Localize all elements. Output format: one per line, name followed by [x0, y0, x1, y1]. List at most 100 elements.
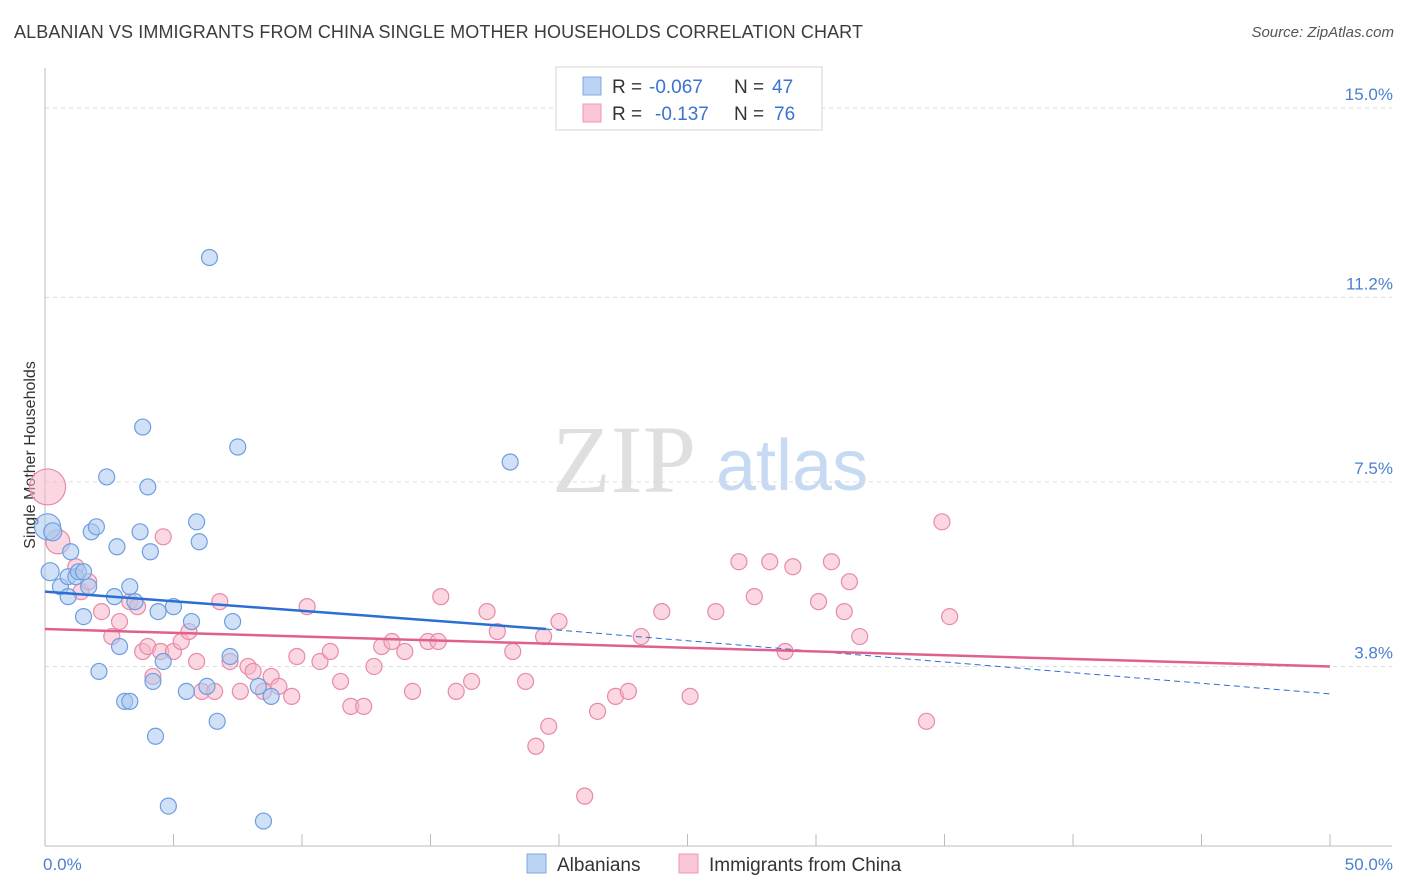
y-tick-label: 3.8%: [1354, 643, 1393, 662]
x-tick-label-max: 50.0%: [1345, 855, 1393, 874]
china-trend-line: [44, 627, 1331, 668]
china-point: [516, 672, 535, 691]
china-point: [188, 652, 206, 671]
china-point: [110, 612, 129, 631]
albanian-point: [139, 478, 157, 496]
china-point: [447, 682, 465, 700]
china-point: [478, 603, 496, 621]
china-point: [355, 697, 373, 715]
albanian-point: [121, 692, 139, 710]
series-china-points: [28, 468, 959, 805]
albanian-point: [134, 418, 152, 436]
china-point: [231, 682, 249, 700]
china-point: [283, 687, 301, 705]
albanian-point: [159, 797, 177, 815]
china-point: [383, 632, 401, 651]
china-point: [550, 612, 568, 631]
albanian-point: [43, 522, 63, 542]
albanian-point: [62, 543, 80, 561]
albanian-point: [190, 533, 208, 551]
albanian-point: [144, 672, 162, 691]
albanian-point: [146, 727, 165, 745]
china-point: [941, 607, 959, 626]
correlation-legend: R = -0.067 N = 47 R = -0.137 N = 76: [555, 66, 823, 131]
china-point: [540, 717, 558, 735]
china-point: [784, 558, 802, 576]
china-point: [527, 737, 545, 755]
albanian-point: [200, 248, 219, 267]
china-point: [588, 702, 607, 720]
legend-albanians-swatch: [526, 853, 547, 874]
albanian-point: [154, 652, 172, 671]
legend-r-value-2: -0.137: [655, 104, 709, 125]
legend-n-label-2: N =: [734, 104, 764, 125]
albanian-point: [98, 468, 116, 486]
albanian-point: [40, 562, 60, 582]
legend-china-swatch: [678, 853, 699, 874]
albanian-trend-line: [44, 590, 547, 631]
china-point: [463, 672, 481, 691]
china-point: [840, 573, 859, 591]
chart-title: ALBANIAN VS IMMIGRANTS FROM CHINA SINGLE…: [14, 22, 864, 42]
china-point: [331, 672, 350, 691]
albanian-point: [80, 578, 98, 596]
china-point: [835, 603, 853, 621]
albanian-point: [224, 612, 242, 631]
china-point: [681, 687, 699, 705]
albanian-point: [208, 712, 226, 730]
china-point: [211, 593, 229, 611]
albanian-point: [149, 603, 167, 621]
albanian-point: [121, 578, 139, 596]
albanian-point: [131, 523, 149, 541]
legend-china-label: Immigrants from China: [709, 855, 902, 876]
albanian-point: [108, 538, 126, 556]
albanian-point: [249, 677, 267, 696]
china-point: [311, 652, 329, 671]
axes: [44, 68, 1392, 847]
watermark-zip: ZIP: [552, 406, 696, 513]
y-tick-labels: 3.8% 7.5% 11.2% 15.0%: [1345, 85, 1393, 663]
albanian-point: [74, 563, 93, 581]
albanian-point: [188, 513, 206, 531]
x-tick-label-min: 0.0%: [43, 855, 82, 874]
y-tick-label: 11.2%: [1346, 274, 1393, 293]
china-point: [576, 787, 594, 805]
legend-n-label-1: N =: [734, 77, 764, 98]
albanian-point: [74, 607, 93, 626]
y-tick-label: 7.5%: [1354, 459, 1393, 478]
china-point: [534, 627, 553, 646]
china-point: [730, 553, 748, 571]
legend-albanians-label: Albanians: [557, 855, 640, 876]
china-point: [653, 603, 671, 621]
legend-n-value-1: 47: [772, 77, 793, 98]
y-tick-label: 15.0%: [1345, 85, 1393, 104]
china-point: [504, 642, 522, 661]
albanian-point: [126, 593, 144, 611]
watermark-atlas: atlas: [716, 426, 868, 506]
x-ticks: [173, 834, 1331, 846]
albanian-trend-extension: [546, 628, 1331, 695]
china-point: [403, 682, 422, 700]
albanian-point: [141, 543, 159, 561]
china-point: [432, 588, 450, 606]
albanian-point: [229, 438, 247, 456]
albanian-point: [177, 682, 195, 700]
albanian-point: [90, 662, 108, 681]
china-point: [619, 682, 637, 700]
albanian-point: [198, 677, 216, 696]
albanian-point: [501, 453, 519, 471]
y-axis-label: Single Mother Households: [22, 361, 39, 549]
china-point: [288, 647, 306, 666]
china-point: [488, 622, 506, 641]
legend-r-value-1: -0.067: [649, 77, 703, 98]
china-point: [822, 553, 841, 571]
series-legend: Albanians Immigrants from China: [526, 853, 902, 876]
china-point: [92, 603, 111, 621]
series-albanians-points: [33, 248, 519, 830]
china-point: [154, 528, 172, 546]
albanian-point: [262, 687, 280, 705]
trend-lines: [44, 590, 1331, 695]
china-point: [365, 657, 383, 676]
albanian-point: [87, 518, 106, 536]
